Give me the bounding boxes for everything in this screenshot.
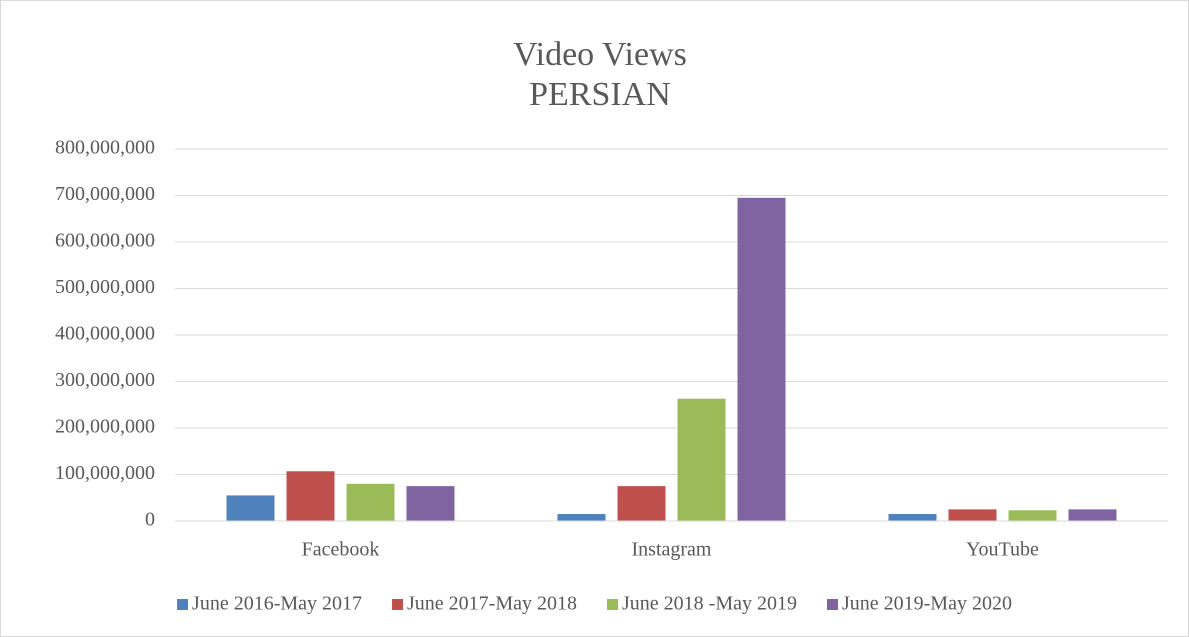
bar xyxy=(557,514,606,521)
x-tick-label: YouTube xyxy=(966,539,1039,561)
legend-swatch xyxy=(607,599,618,610)
bar xyxy=(346,483,395,521)
legend-label: June 2017-May 2018 xyxy=(407,593,577,615)
bar xyxy=(226,495,275,521)
y-tick-label: 400,000,000 xyxy=(55,323,155,345)
y-tick-label: 0 xyxy=(145,509,155,531)
chart-title: Video Views xyxy=(513,36,687,73)
y-tick-label: 200,000,000 xyxy=(55,416,155,438)
legend-swatch xyxy=(392,599,404,610)
bar xyxy=(1068,509,1117,521)
y-tick-label: 600,000,000 xyxy=(55,230,155,252)
legend-swatch xyxy=(826,599,838,610)
y-tick-label: 700,000,000 xyxy=(55,183,155,205)
y-tick-label: 800,000,000 xyxy=(55,137,155,159)
bar xyxy=(286,471,335,521)
bar xyxy=(617,486,666,521)
x-tick-label: Facebook xyxy=(302,539,380,561)
x-tick-label: Instagram xyxy=(632,539,712,561)
y-tick-label: 300,000,000 xyxy=(55,369,155,391)
y-tick-label: 100,000,000 xyxy=(55,462,155,484)
bar xyxy=(677,398,726,521)
chart-subtitle: PERSIAN xyxy=(529,76,671,113)
y-tick-label: 500,000,000 xyxy=(55,276,155,298)
bar xyxy=(1008,510,1057,521)
legend-swatch xyxy=(177,599,189,610)
bar xyxy=(737,197,786,521)
bar xyxy=(948,509,997,521)
bar xyxy=(888,514,937,521)
bar xyxy=(406,486,455,521)
legend-label: June 2019-May 2020 xyxy=(842,593,1012,615)
legend-label: June 2018 -May 2019 xyxy=(622,593,797,615)
legend-label: June 2016-May 2017 xyxy=(192,593,362,615)
